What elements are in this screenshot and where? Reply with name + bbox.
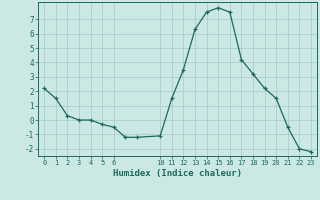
X-axis label: Humidex (Indice chaleur): Humidex (Indice chaleur)	[113, 169, 242, 178]
